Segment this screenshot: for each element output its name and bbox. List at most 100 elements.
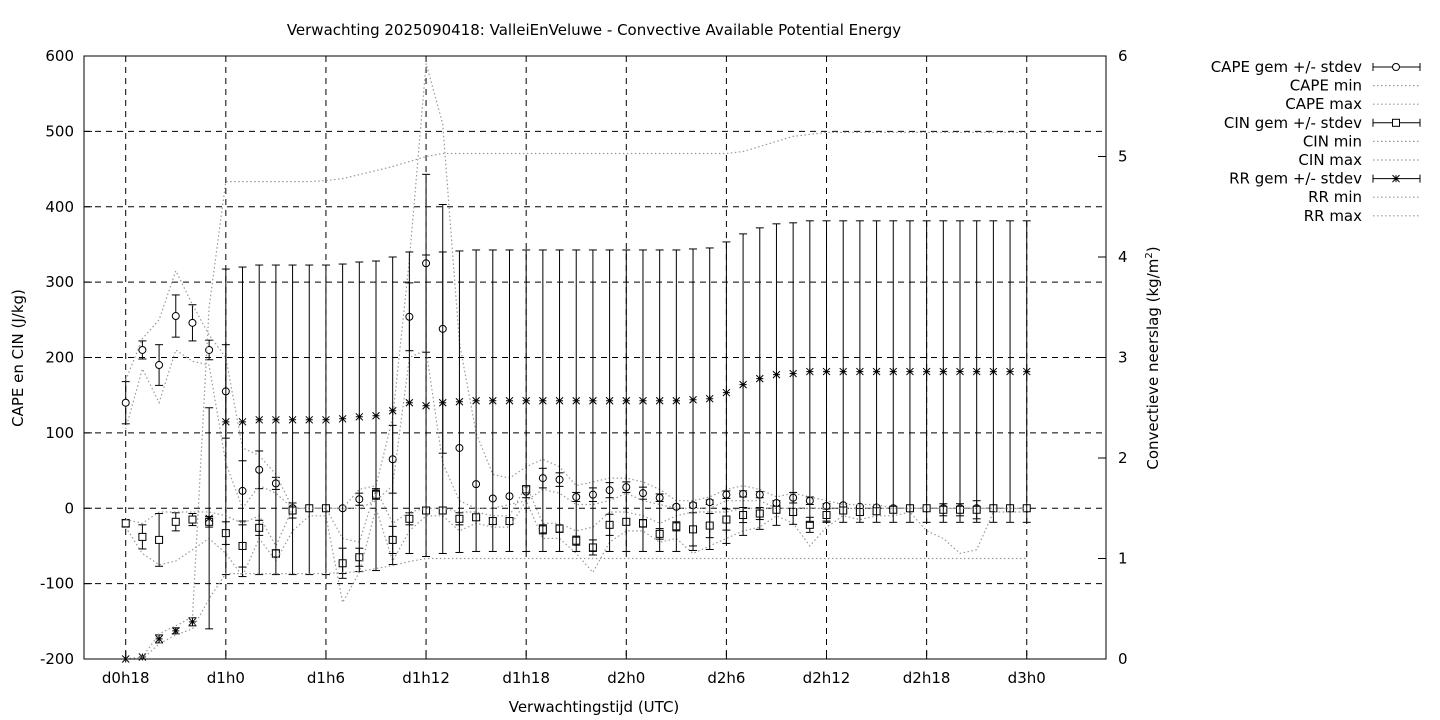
x-tick-label: d3h0 [1008, 669, 1046, 687]
data-point [355, 412, 364, 421]
data-point [372, 411, 380, 420]
y-axis-ticks: -200 -100 0 100 200 300 400 500 600 [40, 47, 92, 668]
y2-tick-label: 5 [1118, 148, 1128, 166]
data-point [171, 517, 180, 526]
data-point [555, 396, 564, 405]
data-point [856, 367, 864, 376]
y-tick-label: -100 [40, 575, 74, 593]
x-tick-label: d2h0 [607, 669, 645, 687]
x-axis-label: Verwachtingstijd (UTC) [509, 698, 680, 716]
y-tick-label: 400 [45, 198, 74, 216]
data-point [188, 318, 197, 327]
series-line [125, 557, 1027, 660]
y-tick-label: 200 [45, 349, 74, 367]
data-point [305, 415, 314, 424]
data-point [789, 369, 797, 378]
data-point [839, 367, 848, 376]
data-point [121, 398, 130, 407]
x-tick-label: d1h12 [402, 669, 450, 687]
data-point [505, 396, 514, 405]
data-point [322, 415, 330, 424]
x-axis-ticks: d0h18 d1h0 d1h6 d1h12 d1h18 d2h0 d2h6 d2h12 d2h1… [102, 651, 1046, 687]
grid [84, 56, 1106, 659]
data-point [655, 396, 664, 405]
data-point [338, 414, 347, 423]
y2-tick-label: 3 [1118, 349, 1128, 367]
data-point [639, 396, 647, 405]
y2-axis-label-sup: 2 [1144, 252, 1155, 258]
data-point [989, 367, 998, 376]
data-point [956, 367, 964, 376]
data-point [539, 396, 547, 405]
data-point [689, 395, 697, 404]
legend-label: RR max [1304, 207, 1362, 225]
legend-label: CAPE gem +/- stdev [1211, 58, 1362, 76]
data-point [205, 514, 213, 523]
legend-label: RR gem +/- stdev [1229, 170, 1362, 188]
x-tick-label: d2h6 [707, 669, 745, 687]
x-tick-label: d2h12 [803, 669, 851, 687]
y-tick-label: 600 [45, 47, 74, 65]
data-point [922, 367, 931, 376]
x-tick-label: d1h18 [502, 669, 550, 687]
data-point [138, 345, 147, 354]
data-point [572, 396, 581, 405]
legend-label: CAPE min [1290, 77, 1362, 95]
series-rr-min [125, 557, 1027, 660]
data-point [822, 367, 831, 376]
legend-label: CAPE max [1285, 95, 1362, 113]
data-point [272, 415, 280, 424]
y2-tick-label: 4 [1118, 248, 1128, 266]
data-point [121, 519, 130, 528]
data-point [906, 367, 914, 376]
y2-axis-label-end: ) [1144, 246, 1162, 252]
series-rr-gem-stdev [121, 220, 1031, 663]
data-point [739, 380, 747, 389]
y2-tick-label: 0 [1118, 650, 1128, 668]
legend-marker [1392, 174, 1400, 183]
y2-tick-label: 6 [1118, 47, 1128, 65]
data-point [889, 367, 898, 376]
data-point [438, 398, 447, 407]
data-point [188, 515, 197, 524]
data-point [488, 396, 497, 405]
data-point [622, 396, 631, 405]
y-tick-label: 500 [45, 122, 74, 140]
legend-label: CIN max [1298, 151, 1362, 169]
data-point [405, 398, 414, 407]
x-tick-label: d0h18 [102, 669, 150, 687]
data-point [288, 415, 297, 424]
data-point [1006, 367, 1014, 376]
data-point [155, 535, 164, 544]
data-point [155, 361, 164, 370]
data-point [1022, 367, 1031, 376]
data-point [171, 627, 180, 635]
y2-axis-ticks: 0 1 2 3 4 5 6 [1098, 47, 1128, 668]
data-point [939, 367, 948, 376]
y2-tick-label: 2 [1118, 449, 1128, 467]
y-tick-label: 100 [45, 424, 74, 442]
y-tick-label: 0 [64, 499, 74, 517]
data-point [171, 312, 180, 321]
series-group [121, 63, 1031, 663]
y2-tick-label: 1 [1118, 550, 1128, 568]
legend-marker [1392, 118, 1400, 127]
data-point [188, 617, 197, 626]
data-point [455, 397, 464, 406]
y-tick-label: -200 [40, 650, 74, 668]
data-point [872, 367, 881, 376]
legend-label: CIN gem +/- stdev [1224, 114, 1362, 132]
data-point [972, 367, 981, 376]
data-point [138, 532, 147, 541]
data-point [755, 374, 764, 383]
y-axis-label: CAPE en CIN (J/kg) [9, 289, 27, 427]
y-tick-label: 300 [45, 273, 74, 291]
data-point [522, 396, 531, 405]
data-point [605, 396, 614, 405]
y2-axis-label: Convectieve neerslag (kg/m2) [1144, 246, 1162, 469]
data-point [805, 367, 814, 376]
data-point [472, 396, 480, 405]
data-point [672, 396, 681, 405]
